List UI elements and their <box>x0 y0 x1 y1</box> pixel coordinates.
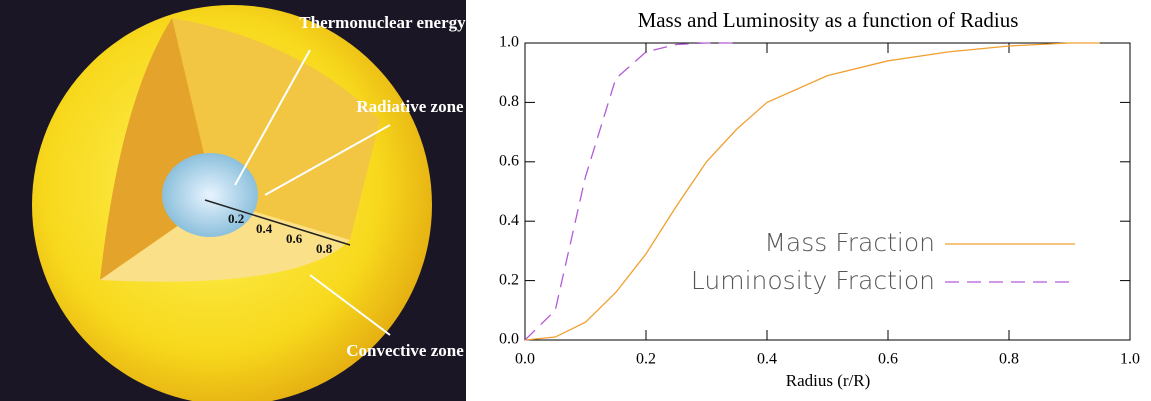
x-tick-label: 0.2 <box>636 351 656 368</box>
chart-title: Mass and Luminosity as a function of Rad… <box>638 8 1019 32</box>
y-tick-label: 0.4 <box>499 212 519 229</box>
y-tick-label: 0.6 <box>499 152 519 169</box>
line-series <box>525 43 737 340</box>
y-tick-label: 1.0 <box>499 34 519 51</box>
x-tick-label: 1.0 <box>1120 351 1140 368</box>
scale-label: 0.8 <box>316 241 333 256</box>
x-tick-label: 0.4 <box>757 351 777 368</box>
x-tick-label: 0.0 <box>515 351 535 368</box>
page: Thermonuclear energy core Radiative zone… <box>0 0 1151 401</box>
label: Radiative zone <box>356 97 464 116</box>
figure: Thermonuclear energy core Radiative zone… <box>0 0 1151 401</box>
y-tick-label: 0.2 <box>499 271 519 288</box>
x-tick-label: 0.8 <box>999 351 1019 368</box>
plot-frame <box>525 43 1130 340</box>
legend-label: Mass Fraction <box>764 228 935 257</box>
label: Thermonuclear energy core <box>299 13 501 32</box>
legend-label: Luminosity Fraction <box>691 266 935 295</box>
y-tick-label: 0.0 <box>499 331 519 348</box>
x-tick-label: 0.6 <box>878 351 898 368</box>
scale-label: 0.2 <box>228 211 244 226</box>
scale-label: 0.4 <box>256 221 273 236</box>
chart: Mass and Luminosity as a function of Rad… <box>499 8 1140 390</box>
x-axis-label: Radius (r/R) <box>786 371 871 390</box>
scale-label: 0.6 <box>286 231 303 246</box>
y-tick-label: 0.8 <box>499 93 519 110</box>
sun-illustration: Thermonuclear energy core Radiative zone… <box>0 0 501 401</box>
line-series <box>525 43 1100 340</box>
label: Convective zone <box>346 341 464 360</box>
